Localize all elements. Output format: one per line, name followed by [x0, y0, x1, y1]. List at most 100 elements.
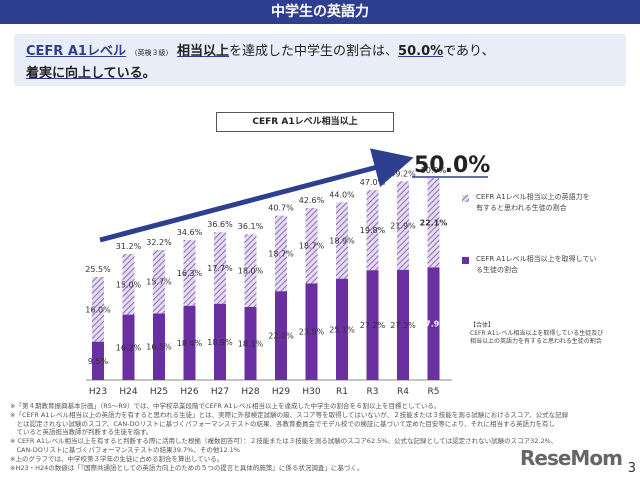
bar-segment-estimated: [92, 277, 104, 342]
segment-label-acquired: 23.9%: [299, 328, 325, 337]
segment-label-estimated: 17.7%: [207, 264, 233, 273]
footnote: CAN-DOリストに基づくパフォーマンステストの結果39.7%、その他12.1%: [10, 445, 240, 454]
resemom-logo: ReseMom: [520, 446, 623, 470]
bar-segment-acquired: [92, 341, 104, 380]
segment-label-estimated: 21.9%: [390, 222, 416, 231]
segment-label-acquired: 9.5%: [88, 357, 109, 366]
x-tick-label: H30: [302, 387, 320, 397]
summary-text: を達成した中学生の割合は、: [229, 44, 399, 59]
page-title: 中学生の英語力: [0, 0, 640, 24]
total-label: 42.6%: [299, 196, 325, 205]
chart-label: CEFR A1レベル相当以上: [216, 112, 394, 132]
total-label: 50.0%: [421, 166, 447, 175]
segment-label-estimated: 18.7%: [268, 249, 294, 258]
footnote: ※上のグラフでは、中学校第３学年の生徒に占める割合を算出している。: [10, 454, 224, 463]
summary-text-2: であり、: [443, 44, 495, 59]
bar-segment-acquired: [366, 270, 379, 380]
bar-segment-estimated: [305, 207, 318, 284]
x-tick-label: H28: [241, 387, 259, 397]
bar-segment-acquired: [183, 305, 196, 380]
segment-label-estimated: 22.1%: [420, 219, 448, 228]
summary-percent: 50.0%: [398, 44, 444, 59]
footnote: ※「CEFR A1レベル相当以上の英語力を有すると思われる生徒」とは、実際に外部…: [10, 410, 569, 419]
footnote: ※ CEFR A1レベル相当以上を有すると判断する際に活用した根拠（複数回答可）…: [10, 437, 558, 446]
segment-label-estimated: 18.7%: [299, 242, 325, 251]
bar-segment-acquired: [244, 306, 257, 380]
legend-swatch-hatch: [462, 195, 469, 202]
bar-segment-acquired: [214, 303, 226, 380]
total-label: 36.1%: [238, 222, 264, 231]
x-tick-label: H24: [119, 387, 137, 397]
segment-label-acquired: 27.9%: [420, 320, 448, 329]
segment-label-estimated: 16.3%: [177, 269, 203, 278]
bar-segment-acquired: [336, 278, 348, 380]
segment-label-estimated: 18.0%: [238, 267, 264, 276]
x-tick-label: R1: [336, 387, 348, 397]
bar-segment-estimated: [214, 232, 226, 304]
segment-label-estimated: 15.0%: [116, 280, 142, 289]
segment-label-estimated: 18.9%: [329, 236, 355, 245]
highlight-value: 50.0%: [414, 153, 490, 178]
segment-label-estimated: 16.0%: [85, 305, 111, 314]
x-tick-label: H23: [89, 387, 107, 397]
bar-segment-estimated: [397, 181, 409, 270]
total-label: 34.6%: [177, 228, 203, 237]
footnote: ※「第４期教育振興基本計画」（R5～R9）では、中学校卒業段階でCEFR A1レ…: [10, 402, 441, 410]
segment-label-acquired: 18.4%: [177, 339, 203, 348]
bar-segment-estimated: [244, 234, 257, 307]
segment-label-acquired: 27.3%: [390, 321, 416, 330]
legend-hatch-label: CEFR A1レベル相当以上の英語力を 有すると思われる生徒の割合: [476, 193, 590, 212]
trend-arrow: [99, 148, 414, 243]
bar-segment-acquired: [397, 269, 409, 380]
summary-box: CEFR A1レベル （英検３級） 相当以上を達成した中学生の割合は、50.0%…: [14, 34, 626, 86]
x-tick-label: R4: [397, 387, 409, 397]
x-tick-label: R5: [428, 387, 440, 397]
segment-label-acquired: 16.5%: [146, 343, 172, 352]
legend-swatch-solid: [462, 257, 469, 264]
total-label: 44.0%: [329, 190, 355, 199]
x-tick-label: H25: [150, 387, 168, 397]
page-number: 3: [627, 461, 636, 476]
bar-segment-estimated: [122, 254, 135, 315]
segment-label-acquired: 25.1%: [329, 325, 355, 334]
x-tick-label: H26: [180, 387, 198, 397]
segment-label-acquired: 27.2%: [360, 321, 386, 330]
bar-segment-acquired: [275, 291, 287, 380]
total-label: 40.7%: [268, 204, 294, 213]
summary-period: 。: [142, 66, 156, 81]
segment-label-acquired: 18.1%: [238, 339, 264, 348]
note-block: 【合体】 CEFR A1レベル相当以上を取得している生徒及び 相当以上の英語力を…: [470, 322, 604, 345]
segment-label-acquired: 22.0%: [268, 332, 294, 341]
segment-label-estimated: 19.8%: [360, 226, 386, 235]
summary-line-1: CEFR A1レベル （英検３級） 相当以上を達成した中学生の割合は、50.0%…: [26, 40, 495, 59]
bar-segment-acquired: [153, 313, 165, 380]
segment-label-acquired: 18.9%: [207, 338, 233, 347]
bar-segment-acquired: [305, 283, 318, 380]
summary-eiken-note: （英検３級）: [130, 49, 173, 57]
summary-line-2: 着実に向上している。: [26, 62, 156, 81]
summary-sotou: 相当以上: [177, 44, 230, 59]
footnote: ていると英語担当教師が判断する生徒を指す。: [10, 428, 153, 437]
bar-segment-estimated: [366, 190, 379, 271]
total-label: 36.6%: [207, 220, 233, 229]
summary-improving: 着実に向上している: [26, 66, 143, 81]
total-label: 25.5%: [85, 265, 111, 274]
bar-segment-estimated: [153, 249, 165, 314]
total-label: 32.2%: [146, 238, 172, 247]
footnote: とは認定されない試験のスコア、CAN-DOリストに基づくパフォーマンステストの結…: [10, 419, 555, 428]
bar-segment-acquired: [427, 267, 440, 380]
x-tick-label: R3: [367, 387, 379, 397]
legend-solid-label: CEFR A1レベル相当以上を取得してい る生徒の割合: [476, 255, 597, 274]
segment-label-estimated: 15.7%: [146, 278, 172, 287]
footnotes: ※「第４期教育振興基本計画」（R5～R9）では、中学校卒業段階でCEFR A1レ…: [10, 402, 610, 472]
x-tick-label: H29: [272, 387, 290, 397]
bar-segment-estimated: [427, 178, 440, 268]
bar-segment-acquired: [122, 314, 135, 380]
footnote: ※H23・H24の数値は「『国際共通語としての英語力向上のための５つの提言と具体…: [10, 463, 364, 472]
bar-segment-estimated: [275, 215, 287, 292]
bar-segment-estimated: [336, 202, 348, 279]
summary-cefr: CEFR A1レベル: [26, 44, 126, 59]
total-label: 47.0%: [360, 178, 386, 187]
total-label: 31.2%: [116, 242, 142, 251]
